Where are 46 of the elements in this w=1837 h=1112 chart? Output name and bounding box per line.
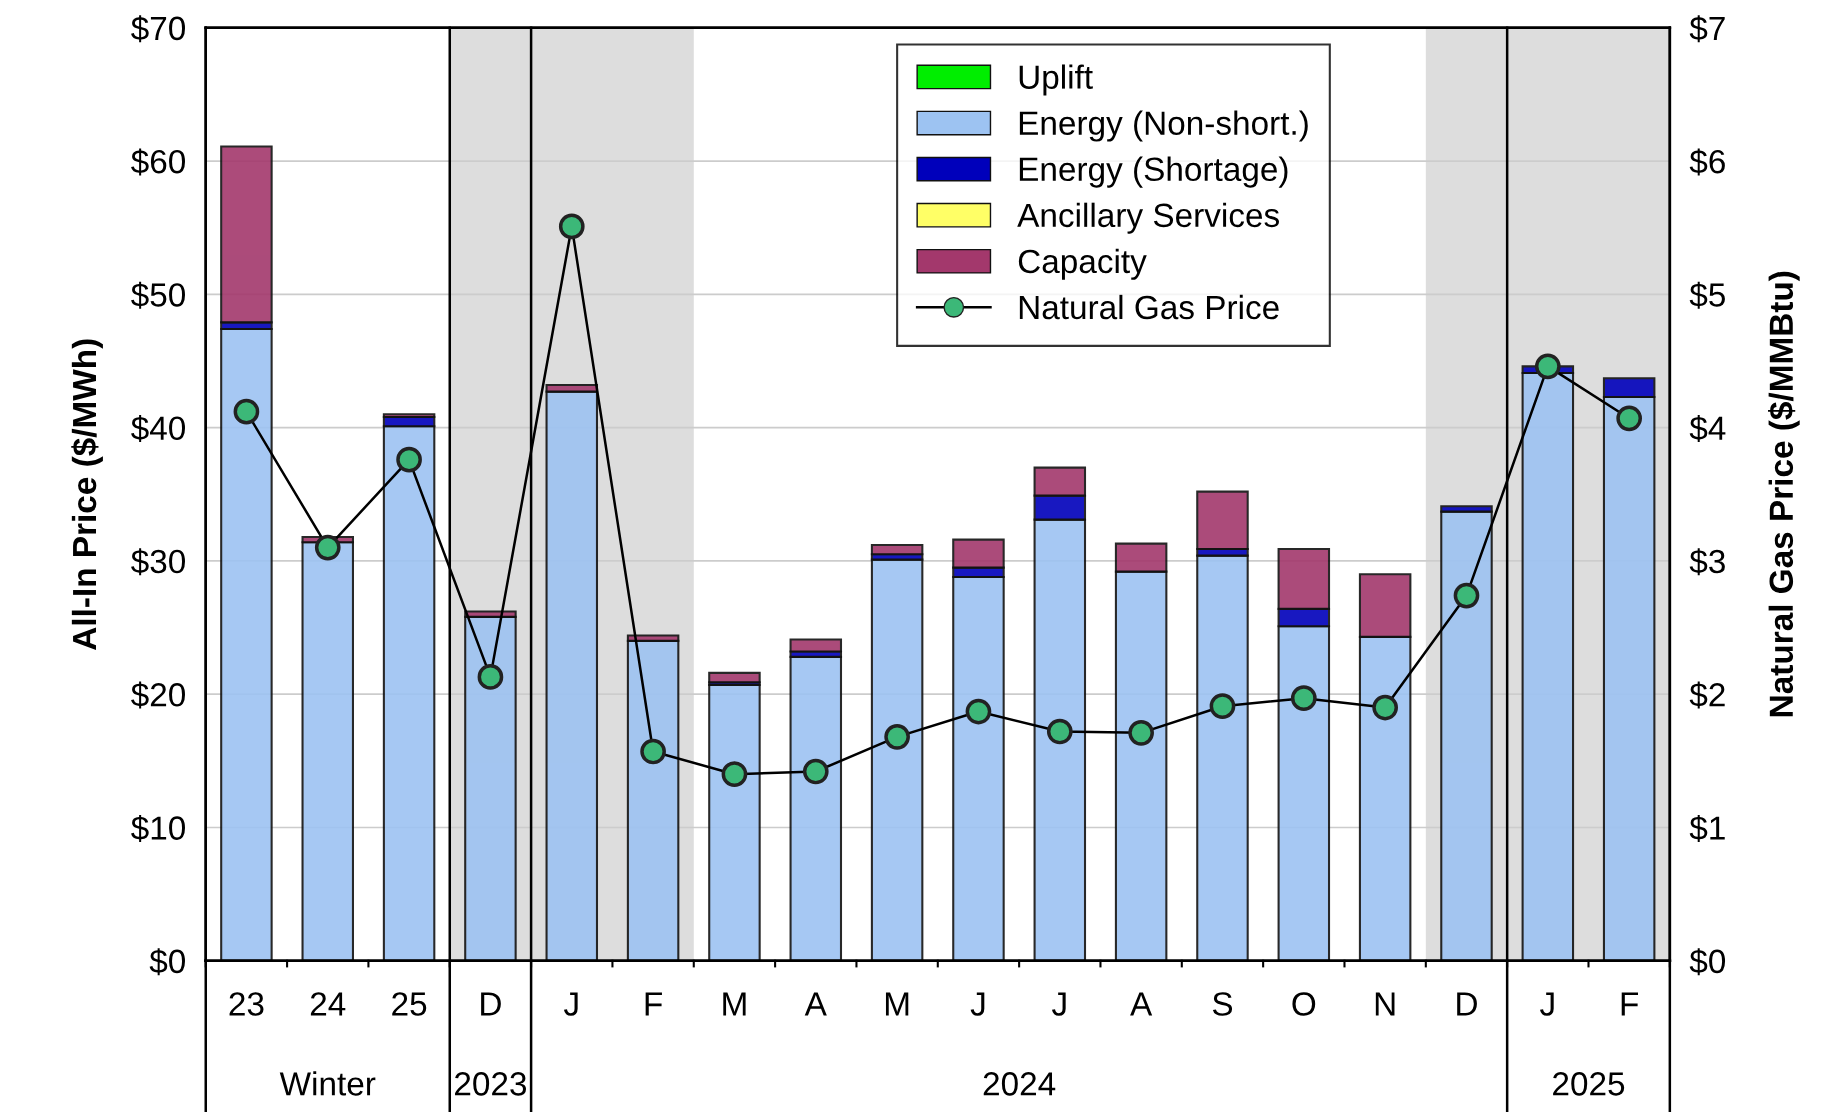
x-tick-label: J — [970, 992, 985, 1016]
x-tick-label: F — [645, 992, 662, 1016]
text: 2023 — [455, 1072, 527, 1096]
x-tick-label: M — [885, 992, 909, 1016]
y2-tick-label: $1 — [1689, 814, 1725, 842]
text: Winter — [279, 1071, 376, 1096]
y-tick-label: $60 — [131, 148, 185, 176]
text: 2024 — [983, 1072, 1056, 1096]
legend-label: Capacity — [1018, 248, 1147, 280]
y2-tick-label: $3 — [1689, 548, 1725, 576]
legend-label: Energy (Shortage) — [1019, 156, 1288, 188]
y2-tick-label: $5 — [1689, 281, 1725, 309]
y2-tick-label: $0 — [1689, 948, 1726, 976]
y-tick-label: $10 — [131, 814, 185, 842]
y2-tick-label: $7 — [1689, 15, 1725, 43]
x-tick-label: S — [1212, 992, 1233, 1016]
legend-label: Uplift — [1019, 64, 1093, 96]
y-tick-label: $30 — [131, 548, 185, 576]
y-tick-label: $70 — [131, 15, 185, 43]
y2-tick-label: $4 — [1689, 415, 1726, 443]
y-tick-label: $0 — [149, 948, 185, 976]
x-tick-label: 24 — [310, 992, 346, 1016]
x-tick-label: D — [481, 992, 501, 1016]
text: 2025 — [1553, 1072, 1625, 1096]
x-tick-label: 23 — [229, 992, 264, 1016]
y-axis-title: All-In Price ($/MWh) — [71, 339, 103, 650]
y2-axis-title: Natural Gas Price ($/MMBtu) — [1768, 271, 1800, 717]
legend-label: Natural Gas Price — [1019, 294, 1279, 320]
x-tick-label: M — [723, 992, 746, 1016]
y2-tick-label: $2 — [1689, 681, 1725, 709]
x-tick-label: 25 — [392, 992, 427, 1016]
x-tick-label: J — [1540, 992, 1554, 1016]
legend-label: Energy (Non-short.) — [1019, 110, 1308, 142]
x-tick-label: D — [1457, 992, 1477, 1016]
y2-tick-label: $6 — [1689, 148, 1725, 176]
x-tick-label: O — [1292, 992, 1316, 1016]
y-tick-label: $40 — [131, 415, 185, 443]
x-tick-label: A — [1130, 992, 1153, 1016]
legend-label: Ancillary Services — [1017, 202, 1279, 234]
x-tick-label: J — [563, 992, 578, 1016]
x-tick-label: N — [1375, 992, 1395, 1016]
x-tick-label: J — [1051, 992, 1066, 1016]
x-tick-label: F — [1621, 992, 1639, 1016]
y-tick-label: $50 — [131, 281, 185, 309]
x-tick-label: A — [804, 992, 827, 1016]
y-tick-label: $20 — [131, 681, 185, 709]
